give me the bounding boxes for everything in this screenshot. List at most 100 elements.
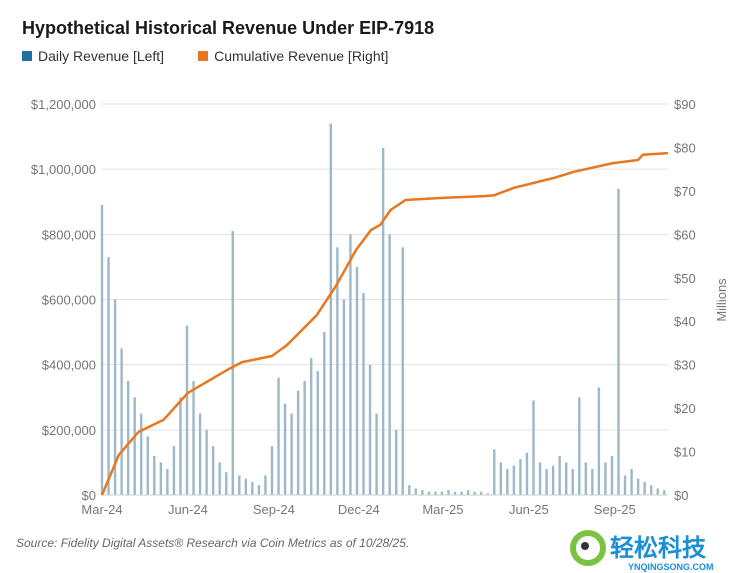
daily-revenue-bar [290, 413, 293, 495]
daily-revenue-bar [172, 446, 176, 495]
svg-text:YNQINGSONG.COM: YNQINGSONG.COM [628, 562, 714, 572]
daily-revenue-bar [610, 455, 614, 495]
left-tick-label: $1,200,000 [31, 97, 96, 112]
daily-revenue-bar [604, 462, 607, 495]
daily-revenue-bar [100, 205, 104, 495]
daily-revenue-bar [231, 231, 234, 495]
daily-revenue-bar [368, 364, 372, 495]
daily-revenue-bar [362, 292, 365, 495]
svg-text:轻松科技: 轻松科技 [610, 534, 707, 562]
daily-revenue-bar [166, 468, 169, 495]
daily-revenue-bar [591, 468, 594, 495]
daily-revenue-bar [656, 488, 659, 495]
daily-revenue-bar [277, 377, 280, 495]
daily-revenue-bar [643, 481, 646, 495]
daily-revenue-bar [466, 490, 470, 495]
plot-area: $0 $200,000 $400,000 $600,000 $800,000 $1,000… [31, 97, 729, 517]
daily-revenue-bar [453, 491, 457, 495]
daily-revenue-bar [649, 485, 653, 495]
daily-revenue-bar [381, 147, 385, 496]
daily-revenue-bar [283, 403, 287, 495]
x-tick-label: Sep-25 [594, 502, 636, 517]
daily-revenue-bar [427, 491, 431, 495]
daily-revenue-bar [421, 490, 424, 495]
right-tick-label: $0 [674, 488, 688, 503]
right-tick-label: $10 [674, 445, 696, 460]
daily-revenue-bar [395, 429, 398, 495]
daily-revenue-bar [480, 491, 483, 495]
daily-revenue-bar [663, 490, 666, 495]
right-tick-label: $80 [674, 140, 696, 155]
daily-revenue-bar [545, 468, 548, 495]
daily-revenue-bar [251, 481, 254, 495]
daily-revenue-bar [303, 380, 306, 495]
legend-label-daily: Daily Revenue [Left] [38, 48, 165, 64]
daily-revenue-bar [630, 468, 633, 495]
left-tick-label: $600,000 [42, 293, 96, 308]
daily-revenue-bar [211, 446, 215, 495]
daily-revenue-bar [205, 429, 208, 495]
daily-revenue-bar [329, 123, 333, 496]
daily-revenue-bar [493, 449, 496, 495]
daily-revenue-bar [506, 468, 509, 495]
daily-revenue-bar [146, 436, 149, 495]
daily-revenue-bar [192, 380, 195, 495]
x-tick-label: Mar-25 [422, 502, 463, 517]
daily-revenue-bar [473, 491, 476, 495]
right-tick-label: $50 [674, 271, 696, 286]
legend-item-daily: Daily Revenue [Left] [22, 48, 164, 64]
daily-revenue-bar [636, 478, 640, 495]
daily-revenue-bar [623, 475, 627, 495]
daily-revenue-bar [617, 188, 620, 495]
daily-revenue-bar [388, 234, 391, 496]
daily-revenue-bar [257, 485, 261, 495]
daily-revenue-bar [578, 397, 581, 495]
right-tick-label: $60 [674, 227, 696, 242]
daily-revenue-bar [486, 493, 489, 495]
legend-label-cumulative: Cumulative Revenue [Right] [214, 48, 389, 64]
daily-revenue-bar [434, 491, 437, 495]
daily-revenue-bar [218, 462, 221, 495]
daily-revenue-bar [460, 491, 463, 495]
daily-revenue-bar [342, 299, 346, 495]
watermark-logo: 轻松科技 YNQINGSONG.COM [568, 528, 750, 573]
daily-revenue-bar [558, 455, 561, 495]
daily-revenue-bar [512, 465, 516, 495]
daily-revenue-bar [264, 475, 267, 495]
source-note: Source: Fidelity Digital Assets® Researc… [16, 536, 410, 550]
daily-revenue-bar [133, 397, 136, 495]
daily-revenue-bar [584, 462, 588, 495]
daily-revenue-bar [525, 452, 529, 495]
daily-revenue-bar [310, 358, 313, 495]
daily-revenue-bar [159, 462, 163, 495]
left-tick-label: $0 [82, 488, 96, 503]
daily-revenue-bar [179, 397, 182, 495]
daily-revenue-bar [244, 478, 248, 495]
daily-revenue-bar [440, 491, 444, 495]
daily-revenue-bar [198, 413, 202, 495]
daily-revenue-bar [126, 380, 130, 495]
right-tick-label: $40 [674, 314, 696, 329]
right-tick-label: $90 [674, 97, 696, 112]
daily-revenue-bar [225, 472, 228, 495]
daily-revenue-bar [401, 247, 404, 495]
daily-revenue-bar [316, 371, 319, 495]
right-axis-label: Millions [714, 278, 729, 322]
daily-revenue-bar [238, 475, 241, 495]
left-tick-label: $200,000 [42, 423, 96, 438]
daily-revenue-bar [499, 462, 503, 495]
right-tick-label: $30 [674, 358, 696, 373]
daily-revenue-bar [571, 468, 574, 495]
daily-revenue-bar [447, 490, 450, 495]
x-tick-label: Jun-25 [509, 502, 549, 517]
daily-revenue-bar [597, 387, 601, 495]
chart-title: Hypothetical Historical Revenue Under EI… [22, 18, 435, 38]
daily-revenue-bar [519, 459, 522, 495]
daily-revenue-bar [336, 247, 339, 495]
left-tick-label: $400,000 [42, 358, 96, 373]
daily-revenue-bar [414, 488, 418, 495]
daily-revenue-bar [185, 325, 189, 495]
daily-revenue-bar [120, 348, 123, 495]
daily-revenue-bar [113, 299, 117, 495]
